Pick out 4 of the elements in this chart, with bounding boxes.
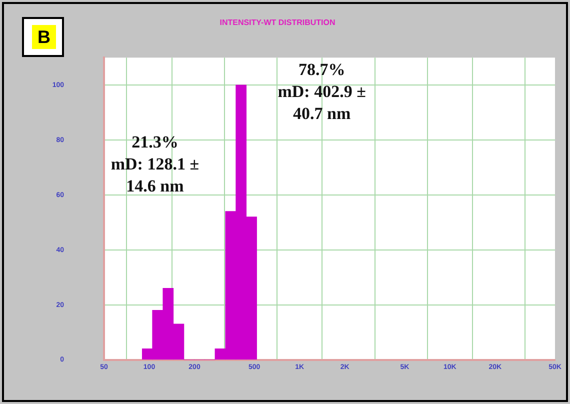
annotation: 21.3% mD: 128.1 ± 14.6 nm (110, 132, 200, 196)
panel-label-box: B (22, 17, 64, 57)
annotation: 78.7% mD: 402.9 ± 40.7 nm (278, 60, 366, 124)
chart-title: INTENSITY-WT DISTRIBUTION (220, 18, 336, 28)
